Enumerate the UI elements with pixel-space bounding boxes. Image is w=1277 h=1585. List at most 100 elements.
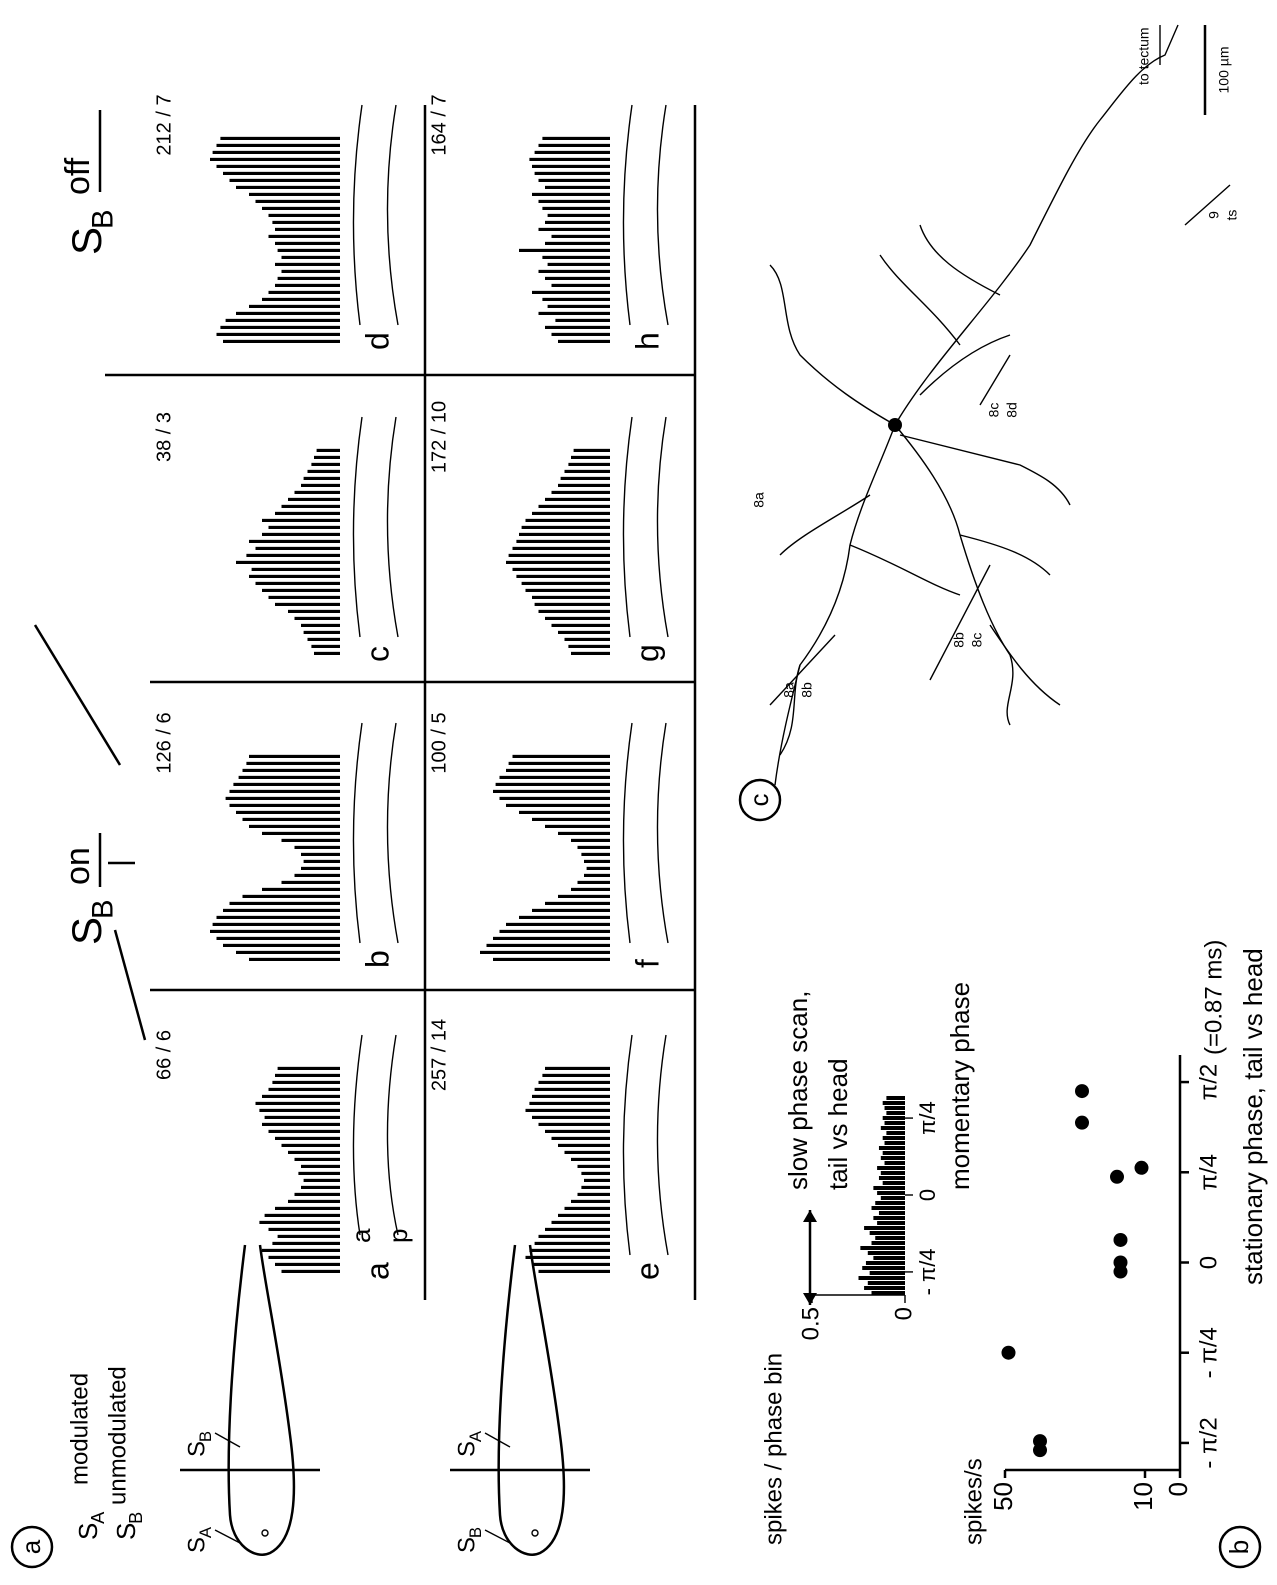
region-label: ts xyxy=(1224,210,1240,221)
stimulus-trace xyxy=(387,1035,398,1235)
histogram-bar xyxy=(535,1088,610,1091)
histogram-bar xyxy=(526,589,611,592)
histogram-bar xyxy=(568,645,610,648)
histogram-bar xyxy=(568,463,610,466)
histogram-bar xyxy=(578,1165,611,1168)
histogram-bar xyxy=(532,909,610,912)
histogram-bar xyxy=(548,263,610,266)
histogram-bar xyxy=(246,762,340,765)
stimulus-trace xyxy=(623,417,632,637)
histogram-bar xyxy=(545,242,610,245)
pointer xyxy=(215,1433,240,1447)
histogram-bar xyxy=(545,902,610,905)
scatter-y-label: spikes/s xyxy=(960,1458,987,1545)
histogram-bar xyxy=(558,832,610,835)
header-text: on xyxy=(59,847,97,885)
histogram-bar xyxy=(578,881,611,884)
histogram-bar xyxy=(555,319,610,322)
histogram-bar xyxy=(249,575,340,578)
panel-letter: d xyxy=(359,332,395,350)
histogram-bar xyxy=(581,1172,610,1175)
symbol-subscript: B xyxy=(196,1431,215,1442)
histogram-bar xyxy=(282,256,341,259)
dendrite xyxy=(775,535,1060,785)
histogram-bar xyxy=(500,797,611,800)
panel-letter: c xyxy=(359,646,395,662)
histogram-bar xyxy=(552,235,611,238)
histogram-bar xyxy=(493,937,610,940)
histogram-bar xyxy=(295,1193,341,1196)
histogram-bar xyxy=(545,617,610,620)
histogram-bar xyxy=(236,186,340,189)
histogram-bar xyxy=(539,1123,611,1126)
histogram-bar xyxy=(877,1166,905,1170)
histogram-bar xyxy=(519,249,610,252)
histogram-bar xyxy=(230,804,341,807)
histogram-bar xyxy=(881,1156,905,1160)
histogram-bar xyxy=(275,1074,340,1077)
fish-diagram xyxy=(180,1245,320,1555)
histogram-bar xyxy=(584,860,610,863)
histogram-bar xyxy=(513,755,611,758)
histogram-bar xyxy=(881,1171,905,1175)
bracket-line xyxy=(35,625,120,765)
histogram-bar xyxy=(262,888,340,891)
histogram-bar xyxy=(269,1228,341,1231)
histogram-bar xyxy=(552,491,611,494)
histogram-bar xyxy=(870,1271,905,1275)
histogram-bar xyxy=(295,1158,341,1161)
x-tick-label: 0 xyxy=(1195,1256,1222,1269)
histogram-bar xyxy=(256,1102,341,1105)
stimulus-trace xyxy=(657,1035,668,1255)
tectum-label: to tectum xyxy=(1136,27,1152,85)
histogram-bar xyxy=(217,916,341,919)
dendrite xyxy=(780,425,895,755)
symbol-subscript: A xyxy=(466,1430,485,1442)
histogram-bar xyxy=(249,193,340,196)
fish-eye xyxy=(532,1530,538,1536)
histogram-bar xyxy=(545,1228,610,1231)
histogram-bar xyxy=(301,867,340,870)
data-point xyxy=(1114,1256,1128,1270)
histogram-bar xyxy=(275,1263,340,1266)
histogram-bar xyxy=(262,589,340,592)
histogram-bar xyxy=(526,1109,611,1112)
histogram-bar xyxy=(532,596,610,599)
data-point xyxy=(1075,1116,1089,1130)
x-tick-label: π/2 xyxy=(1195,1064,1222,1101)
histogram-bar xyxy=(581,1186,610,1189)
histogram-bar xyxy=(571,888,610,891)
histogram-bar xyxy=(872,1241,905,1245)
histogram-bar xyxy=(301,1165,340,1168)
histogram-bar xyxy=(275,1137,340,1140)
histogram-bar xyxy=(526,1256,611,1259)
region-label: 8d xyxy=(1004,402,1020,418)
histogram-bar xyxy=(558,631,610,634)
axon xyxy=(895,25,1178,425)
symbol: S xyxy=(183,1441,210,1457)
histogram-bar xyxy=(519,811,610,814)
histogram-bar xyxy=(862,1266,905,1270)
spike-count: 257 / 14 xyxy=(428,1019,450,1091)
trace-label: p xyxy=(383,1229,413,1243)
histogram-bar xyxy=(532,512,610,515)
soma xyxy=(888,418,902,432)
histogram-bar xyxy=(873,1186,905,1190)
histogram-bar xyxy=(262,1095,340,1098)
histogram-bar xyxy=(275,284,340,287)
histogram-bar xyxy=(288,1200,340,1203)
histogram-bar xyxy=(545,1067,610,1070)
histogram-bar xyxy=(269,1256,341,1259)
histogram-bar xyxy=(496,783,610,786)
boundary-line xyxy=(980,355,1010,405)
symbol: S xyxy=(183,1537,210,1553)
histogram-bar xyxy=(223,340,340,343)
histogram-bar xyxy=(269,1088,341,1091)
histogram-bar xyxy=(516,540,610,543)
spike-count: 66 / 6 xyxy=(153,1030,175,1080)
histogram-bar xyxy=(262,1123,340,1126)
histogram-bar xyxy=(275,512,340,515)
histogram-bar xyxy=(243,895,341,898)
histogram-bar xyxy=(275,242,340,245)
symbol: S xyxy=(453,1537,480,1553)
